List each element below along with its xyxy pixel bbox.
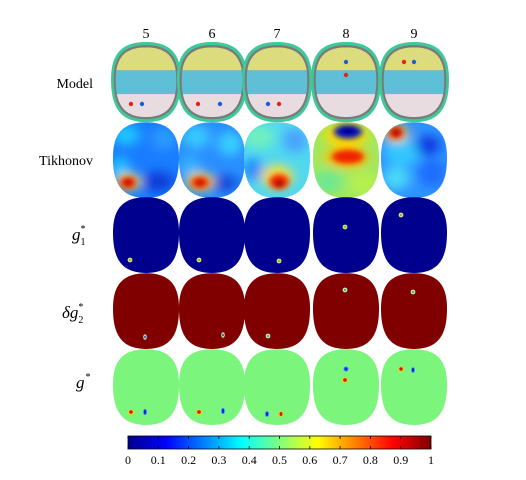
dg2-spot bbox=[265, 333, 271, 339]
g-spot-red bbox=[342, 377, 348, 383]
g1-sup: * bbox=[81, 224, 86, 235]
colorbar-tick-label: 0.9 bbox=[393, 453, 408, 467]
model-dot-blue bbox=[139, 101, 145, 107]
g-spot-red bbox=[128, 409, 134, 415]
dg2-map-9 bbox=[381, 273, 447, 349]
g-spot-red bbox=[196, 409, 202, 415]
g-spot-red bbox=[278, 411, 284, 417]
row-label-model: Model bbox=[56, 77, 93, 92]
row-labels: Model Tikhonov g1* δg2* g* bbox=[39, 77, 93, 392]
tikhonov-map-7 bbox=[244, 122, 310, 198]
row-label-g1: g1 * bbox=[72, 224, 86, 248]
dg2-map-8 bbox=[313, 273, 379, 349]
g1-map-9 bbox=[381, 197, 447, 273]
colorbar-tick-label: 0.7 bbox=[333, 453, 348, 467]
colorbar-tick-label: 1 bbox=[428, 453, 434, 467]
dg2-row bbox=[113, 273, 447, 349]
model-dot-red bbox=[343, 72, 349, 78]
model-dot-red bbox=[128, 101, 134, 107]
colorbar-tick-label: 0.8 bbox=[363, 453, 378, 467]
tikhonov-map-6 bbox=[179, 122, 245, 198]
row-label-g: g* bbox=[76, 372, 91, 392]
g1-spot bbox=[196, 257, 202, 263]
colorbar-tick-label: 0.2 bbox=[181, 453, 196, 467]
g1-sub: 1 bbox=[81, 237, 86, 248]
column-label-9: 9 bbox=[411, 27, 418, 42]
colorbar-tick-label: 0.6 bbox=[302, 453, 317, 467]
model-dot-red bbox=[195, 101, 201, 107]
model-dot-red bbox=[276, 101, 282, 107]
dg2-prefix: δ bbox=[62, 303, 71, 322]
row-label-tikhonov: Tikhonov bbox=[39, 154, 93, 169]
model-dot-blue bbox=[265, 101, 271, 107]
g-spot-blue bbox=[221, 407, 225, 415]
g1-spot bbox=[276, 258, 282, 264]
g-spot-blue bbox=[143, 408, 147, 416]
g-spot-red bbox=[398, 366, 404, 372]
colorbar-ticks: 0 0.1 0.2 0.3 0.4 0.5 0.6 0.7 0.8 0.9 1 bbox=[125, 436, 434, 467]
g1-map-6 bbox=[179, 197, 245, 273]
colorbar-tick-label: 0.1 bbox=[151, 453, 166, 467]
colorbar-tick-label: 0.3 bbox=[211, 453, 226, 467]
tikhonov-map-9 bbox=[381, 122, 447, 198]
g1-map-8 bbox=[313, 197, 379, 273]
dg2-map-6 bbox=[179, 273, 245, 349]
g1-spot bbox=[342, 224, 348, 230]
g1-spot bbox=[398, 212, 404, 218]
column-label-5: 5 bbox=[143, 27, 150, 42]
dg2-map-7 bbox=[244, 273, 310, 349]
dg2-sub: 2 bbox=[78, 315, 83, 326]
row-label-dg2: δg2 * bbox=[62, 302, 83, 326]
model-dot-red bbox=[401, 59, 407, 65]
colorbar-tick-label: 0 bbox=[125, 453, 131, 467]
tikhonov-map-8 bbox=[313, 122, 379, 198]
dg2-sup: * bbox=[78, 302, 83, 313]
column-label-6: 6 bbox=[209, 27, 216, 42]
g-map-6 bbox=[179, 349, 245, 425]
g1-row bbox=[113, 197, 447, 273]
dg2-spot bbox=[221, 332, 225, 338]
column-label-7: 7 bbox=[274, 27, 281, 42]
g-base: g bbox=[76, 373, 85, 392]
dg2-base: g bbox=[70, 303, 79, 322]
tikhonov-map-5 bbox=[113, 122, 179, 198]
dg2-spot bbox=[342, 287, 348, 293]
g1-spot bbox=[127, 257, 133, 263]
tikhonov-row bbox=[113, 122, 447, 198]
model-dot-blue bbox=[411, 59, 417, 65]
dg2-spot bbox=[410, 289, 416, 295]
g-spot-blue bbox=[411, 367, 415, 373]
dg2-spot bbox=[143, 334, 147, 340]
g-spot-blue bbox=[343, 366, 349, 372]
model-head-8 bbox=[311, 41, 381, 123]
colorbar: 0 0.1 0.2 0.3 0.4 0.5 0.6 0.7 0.8 0.9 1 bbox=[125, 435, 434, 467]
model-dot-blue bbox=[217, 101, 223, 107]
colorbar-tick-label: 0.4 bbox=[242, 453, 257, 467]
model-dot-blue bbox=[343, 59, 349, 65]
g-map-9 bbox=[381, 349, 447, 425]
g-row bbox=[113, 349, 447, 425]
g-map-8 bbox=[313, 349, 379, 425]
g-sup: * bbox=[86, 372, 91, 383]
model-head-9 bbox=[379, 41, 449, 123]
column-label-8: 8 bbox=[343, 27, 350, 42]
model-head-7 bbox=[242, 41, 312, 123]
model-head-5 bbox=[111, 41, 181, 123]
column-headers: 5 6 7 8 9 bbox=[143, 27, 418, 42]
model-row bbox=[111, 41, 449, 123]
g-spot-blue bbox=[264, 411, 270, 417]
colorbar-tick-label: 0.5 bbox=[272, 453, 287, 467]
model-head-6 bbox=[177, 41, 247, 123]
g1-map-5 bbox=[113, 197, 179, 273]
g-map-7 bbox=[244, 349, 310, 425]
g1-base: g bbox=[72, 225, 81, 244]
